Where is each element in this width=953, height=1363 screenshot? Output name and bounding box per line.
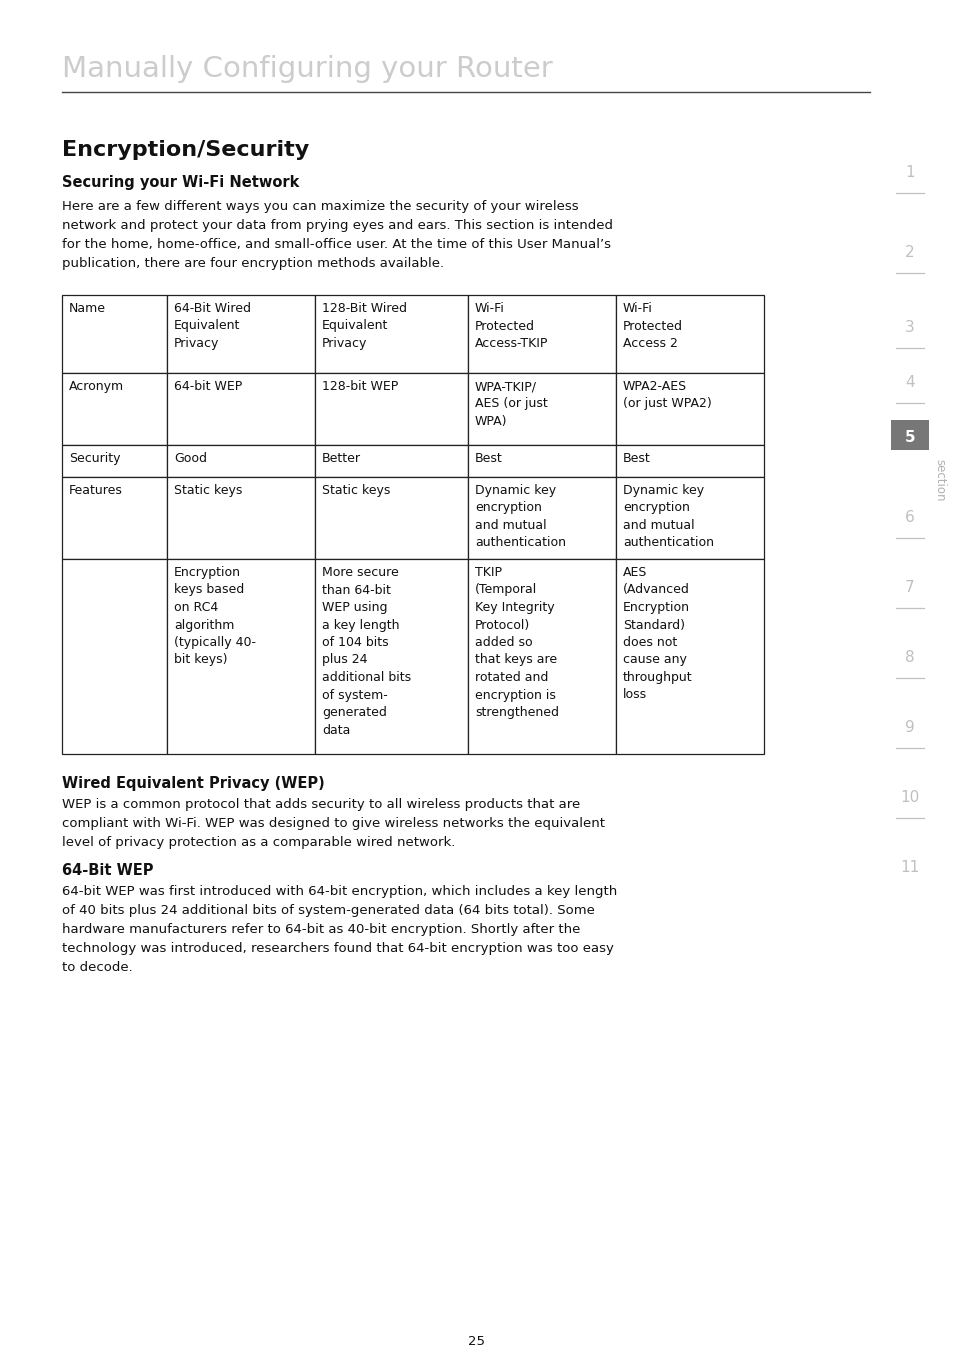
- Text: to decode.: to decode.: [62, 961, 132, 975]
- Text: 3: 3: [904, 320, 914, 335]
- Bar: [890, 420, 928, 450]
- Text: compliant with Wi-Fi. WEP was designed to give wireless networks the equivalent: compliant with Wi-Fi. WEP was designed t…: [62, 816, 604, 830]
- Bar: [314, 444, 468, 477]
- Bar: [616, 477, 763, 559]
- Text: Good: Good: [173, 453, 207, 465]
- Text: Encryption
keys based
on RC4
algorithm
(typically 40-
bit keys): Encryption keys based on RC4 algorithm (…: [173, 566, 255, 667]
- Bar: [616, 294, 763, 373]
- Text: section: section: [933, 459, 945, 502]
- Text: 6: 6: [904, 510, 914, 525]
- Text: 9: 9: [904, 720, 914, 735]
- Text: Wi-Fi
Protected
Access 2: Wi-Fi Protected Access 2: [622, 303, 682, 350]
- Text: 64-Bit Wired
Equivalent
Privacy: 64-Bit Wired Equivalent Privacy: [173, 303, 251, 350]
- Text: 5: 5: [903, 429, 914, 444]
- Bar: [468, 559, 616, 754]
- Text: Dynamic key
encryption
and mutual
authentication: Dynamic key encryption and mutual authen…: [475, 484, 565, 549]
- Text: TKIP
(Temporal
Key Integrity
Protocol)
added so
that keys are
rotated and
encryp: TKIP (Temporal Key Integrity Protocol) a…: [475, 566, 558, 720]
- Text: 4: 4: [904, 375, 914, 390]
- Text: Name: Name: [69, 303, 106, 315]
- Bar: [62, 559, 167, 754]
- Text: 1: 1: [904, 165, 914, 180]
- Text: 25: 25: [468, 1334, 485, 1348]
- Bar: [314, 559, 468, 754]
- Text: Static keys: Static keys: [173, 484, 242, 497]
- Bar: [468, 477, 616, 559]
- Text: Wi-Fi
Protected
Access-TKIP: Wi-Fi Protected Access-TKIP: [475, 303, 548, 350]
- Text: level of privacy protection as a comparable wired network.: level of privacy protection as a compara…: [62, 836, 455, 849]
- Bar: [314, 477, 468, 559]
- Bar: [468, 373, 616, 444]
- Text: AES
(Advanced
Encryption
Standard)
does not
cause any
throughput
loss: AES (Advanced Encryption Standard) does …: [622, 566, 692, 702]
- Text: 64-Bit WEP: 64-Bit WEP: [62, 863, 153, 878]
- Text: network and protect your data from prying eyes and ears. This section is intende: network and protect your data from pryin…: [62, 219, 613, 232]
- Text: publication, there are four encryption methods available.: publication, there are four encryption m…: [62, 258, 444, 270]
- Bar: [167, 373, 314, 444]
- Text: 10: 10: [900, 791, 919, 806]
- Text: Security: Security: [69, 453, 120, 465]
- Text: Features: Features: [69, 484, 123, 497]
- Text: Best: Best: [475, 453, 502, 465]
- Text: Acronym: Acronym: [69, 380, 124, 393]
- Text: 8: 8: [904, 650, 914, 665]
- Text: Encryption/Security: Encryption/Security: [62, 140, 309, 159]
- Text: Dynamic key
encryption
and mutual
authentication: Dynamic key encryption and mutual authen…: [622, 484, 713, 549]
- Bar: [616, 444, 763, 477]
- Bar: [62, 444, 167, 477]
- Text: 7: 7: [904, 581, 914, 596]
- Text: 11: 11: [900, 860, 919, 875]
- Bar: [314, 373, 468, 444]
- Text: Best: Best: [622, 453, 650, 465]
- Text: 128-bit WEP: 128-bit WEP: [322, 380, 397, 393]
- Text: 2: 2: [904, 245, 914, 260]
- Text: for the home, home-office, and small-office user. At the time of this User Manua: for the home, home-office, and small-off…: [62, 239, 610, 251]
- Bar: [167, 294, 314, 373]
- Bar: [62, 477, 167, 559]
- Bar: [62, 294, 167, 373]
- Text: Securing your Wi-Fi Network: Securing your Wi-Fi Network: [62, 174, 299, 189]
- Text: WPA-TKIP/
AES (or just
WPA): WPA-TKIP/ AES (or just WPA): [475, 380, 547, 428]
- Text: 128-Bit Wired
Equivalent
Privacy: 128-Bit Wired Equivalent Privacy: [322, 303, 407, 350]
- Text: Wired Equivalent Privacy (WEP): Wired Equivalent Privacy (WEP): [62, 776, 324, 791]
- Text: More secure
than 64-bit
WEP using
a key length
of 104 bits
plus 24
additional bi: More secure than 64-bit WEP using a key …: [322, 566, 411, 736]
- Bar: [616, 559, 763, 754]
- Text: technology was introduced, researchers found that 64-bit encryption was too easy: technology was introduced, researchers f…: [62, 942, 613, 955]
- Bar: [167, 444, 314, 477]
- Bar: [468, 294, 616, 373]
- Text: 64-bit WEP: 64-bit WEP: [173, 380, 242, 393]
- Bar: [167, 477, 314, 559]
- Bar: [62, 373, 167, 444]
- Text: Better: Better: [322, 453, 360, 465]
- Text: Static keys: Static keys: [322, 484, 390, 497]
- Text: WEP is a common protocol that adds security to all wireless products that are: WEP is a common protocol that adds secur…: [62, 797, 579, 811]
- Bar: [468, 444, 616, 477]
- Bar: [314, 294, 468, 373]
- Text: Here are a few different ways you can maximize the security of your wireless: Here are a few different ways you can ma…: [62, 200, 578, 213]
- Text: WPA2-AES
(or just WPA2): WPA2-AES (or just WPA2): [622, 380, 711, 410]
- Text: hardware manufacturers refer to 64-bit as 40-bit encryption. Shortly after the: hardware manufacturers refer to 64-bit a…: [62, 923, 579, 936]
- Text: 64-bit WEP was first introduced with 64-bit encryption, which includes a key len: 64-bit WEP was first introduced with 64-…: [62, 885, 617, 898]
- Text: Manually Configuring your Router: Manually Configuring your Router: [62, 55, 552, 83]
- Bar: [167, 559, 314, 754]
- Text: of 40 bits plus 24 additional bits of system-generated data (64 bits total). Som: of 40 bits plus 24 additional bits of sy…: [62, 904, 595, 917]
- Bar: [616, 373, 763, 444]
